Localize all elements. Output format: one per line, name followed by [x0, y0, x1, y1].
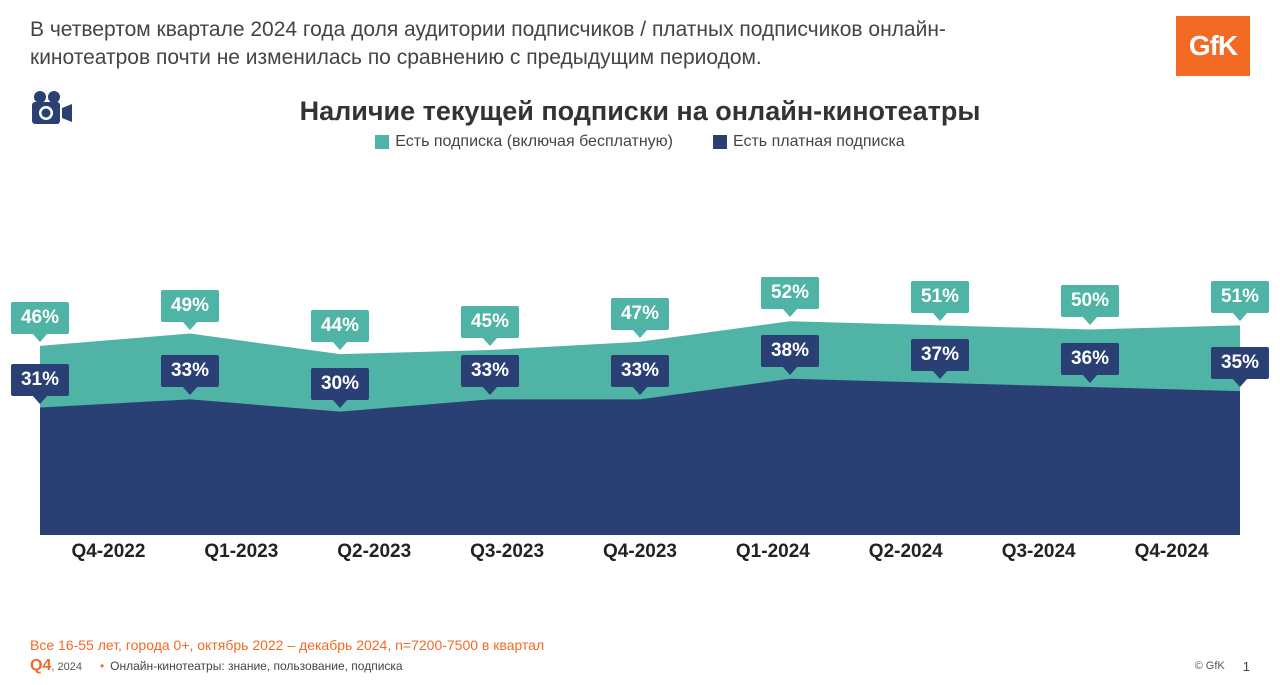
period-year: 2024 [57, 661, 81, 673]
gfk-logo: GfK [1176, 16, 1250, 76]
callout-paid-3: 33% [461, 355, 519, 387]
header-row: В четвертом квартале 2024 года доля ауди… [30, 16, 1250, 76]
callout-paid-4: 33% [611, 355, 669, 387]
x-tick-5: Q1-2024 [706, 541, 839, 563]
callout-paid-5: 38% [761, 335, 819, 367]
callout-any-4: 47% [611, 298, 669, 330]
footnote-sample: Все 16-55 лет, города 0+, октябрь 2022 –… [30, 637, 1250, 653]
footer: Все 16-55 лет, города 0+, октябрь 2022 –… [30, 637, 1250, 675]
period-label: Q4, 2024 [30, 657, 82, 675]
period-q: Q4 [30, 657, 51, 674]
legend-label-any: Есть подписка (включая бесплатную) [395, 133, 673, 151]
x-tick-7: Q3-2024 [972, 541, 1105, 563]
x-tick-4: Q4-2023 [574, 541, 707, 563]
x-tick-6: Q2-2024 [839, 541, 972, 563]
x-tick-1: Q1-2023 [175, 541, 308, 563]
footer-right: © GfK 1 [1195, 659, 1250, 674]
area-paid-subscription [40, 379, 1240, 535]
callout-any-8: 51% [1211, 281, 1269, 313]
callout-any-2: 44% [311, 310, 369, 342]
x-axis: Q4-2022Q1-2023Q2-2023Q3-2023Q4-2023Q1-20… [40, 535, 1240, 563]
chart-plot: 46%31%49%33%44%30%45%33%47%33%52%38%51%3… [40, 165, 1240, 563]
callout-paid-0: 31% [11, 364, 69, 396]
callout-paid-1: 33% [161, 355, 219, 387]
legend-item-paid: Есть платная подписка [713, 133, 905, 151]
legend-swatch-any [375, 135, 389, 149]
x-tick-8: Q4-2024 [1105, 541, 1238, 563]
callout-any-1: 49% [161, 290, 219, 322]
slide-root: В четвертом квартале 2024 года доля ауди… [0, 0, 1280, 685]
footnote-topic: •Онлайн-кинотеатры: знание, пользование,… [94, 659, 403, 673]
legend-item-any: Есть подписка (включая бесплатную) [375, 133, 673, 151]
footnote-topic-text: Онлайн-кинотеатры: знание, пользование, … [110, 659, 402, 673]
callout-paid-6: 37% [911, 339, 969, 371]
legend-label-paid: Есть платная подписка [733, 133, 905, 151]
camera-icon [30, 90, 74, 135]
chart-legend: Есть подписка (включая бесплатную) Есть … [30, 133, 1250, 151]
callout-any-5: 52% [761, 277, 819, 309]
chart-block: Наличие текущей подписки на онлайн-кинот… [30, 96, 1250, 563]
callout-any-3: 45% [461, 306, 519, 338]
callout-any-0: 46% [11, 302, 69, 334]
footer-row2: Q4, 2024 •Онлайн-кинотеатры: знание, пол… [30, 657, 1250, 675]
legend-swatch-paid [713, 135, 727, 149]
headline-text: В четвертом квартале 2024 года доля ауди… [30, 16, 1030, 73]
callout-paid-8: 35% [1211, 347, 1269, 379]
footer-left-meta: Q4, 2024 •Онлайн-кинотеатры: знание, пол… [30, 657, 403, 675]
callout-any-6: 51% [911, 281, 969, 313]
x-tick-3: Q3-2023 [441, 541, 574, 563]
callout-paid-2: 30% [311, 368, 369, 400]
chart-title-row: Наличие текущей подписки на онлайн-кинот… [30, 96, 1250, 127]
copyright-text: © GfK [1195, 660, 1225, 672]
x-tick-0: Q4-2022 [42, 541, 175, 563]
callout-any-7: 50% [1061, 285, 1119, 317]
callout-paid-7: 36% [1061, 343, 1119, 375]
chart-title: Наличие текущей подписки на онлайн-кинот… [300, 96, 981, 126]
x-tick-2: Q2-2023 [308, 541, 441, 563]
page-number: 1 [1243, 659, 1250, 674]
